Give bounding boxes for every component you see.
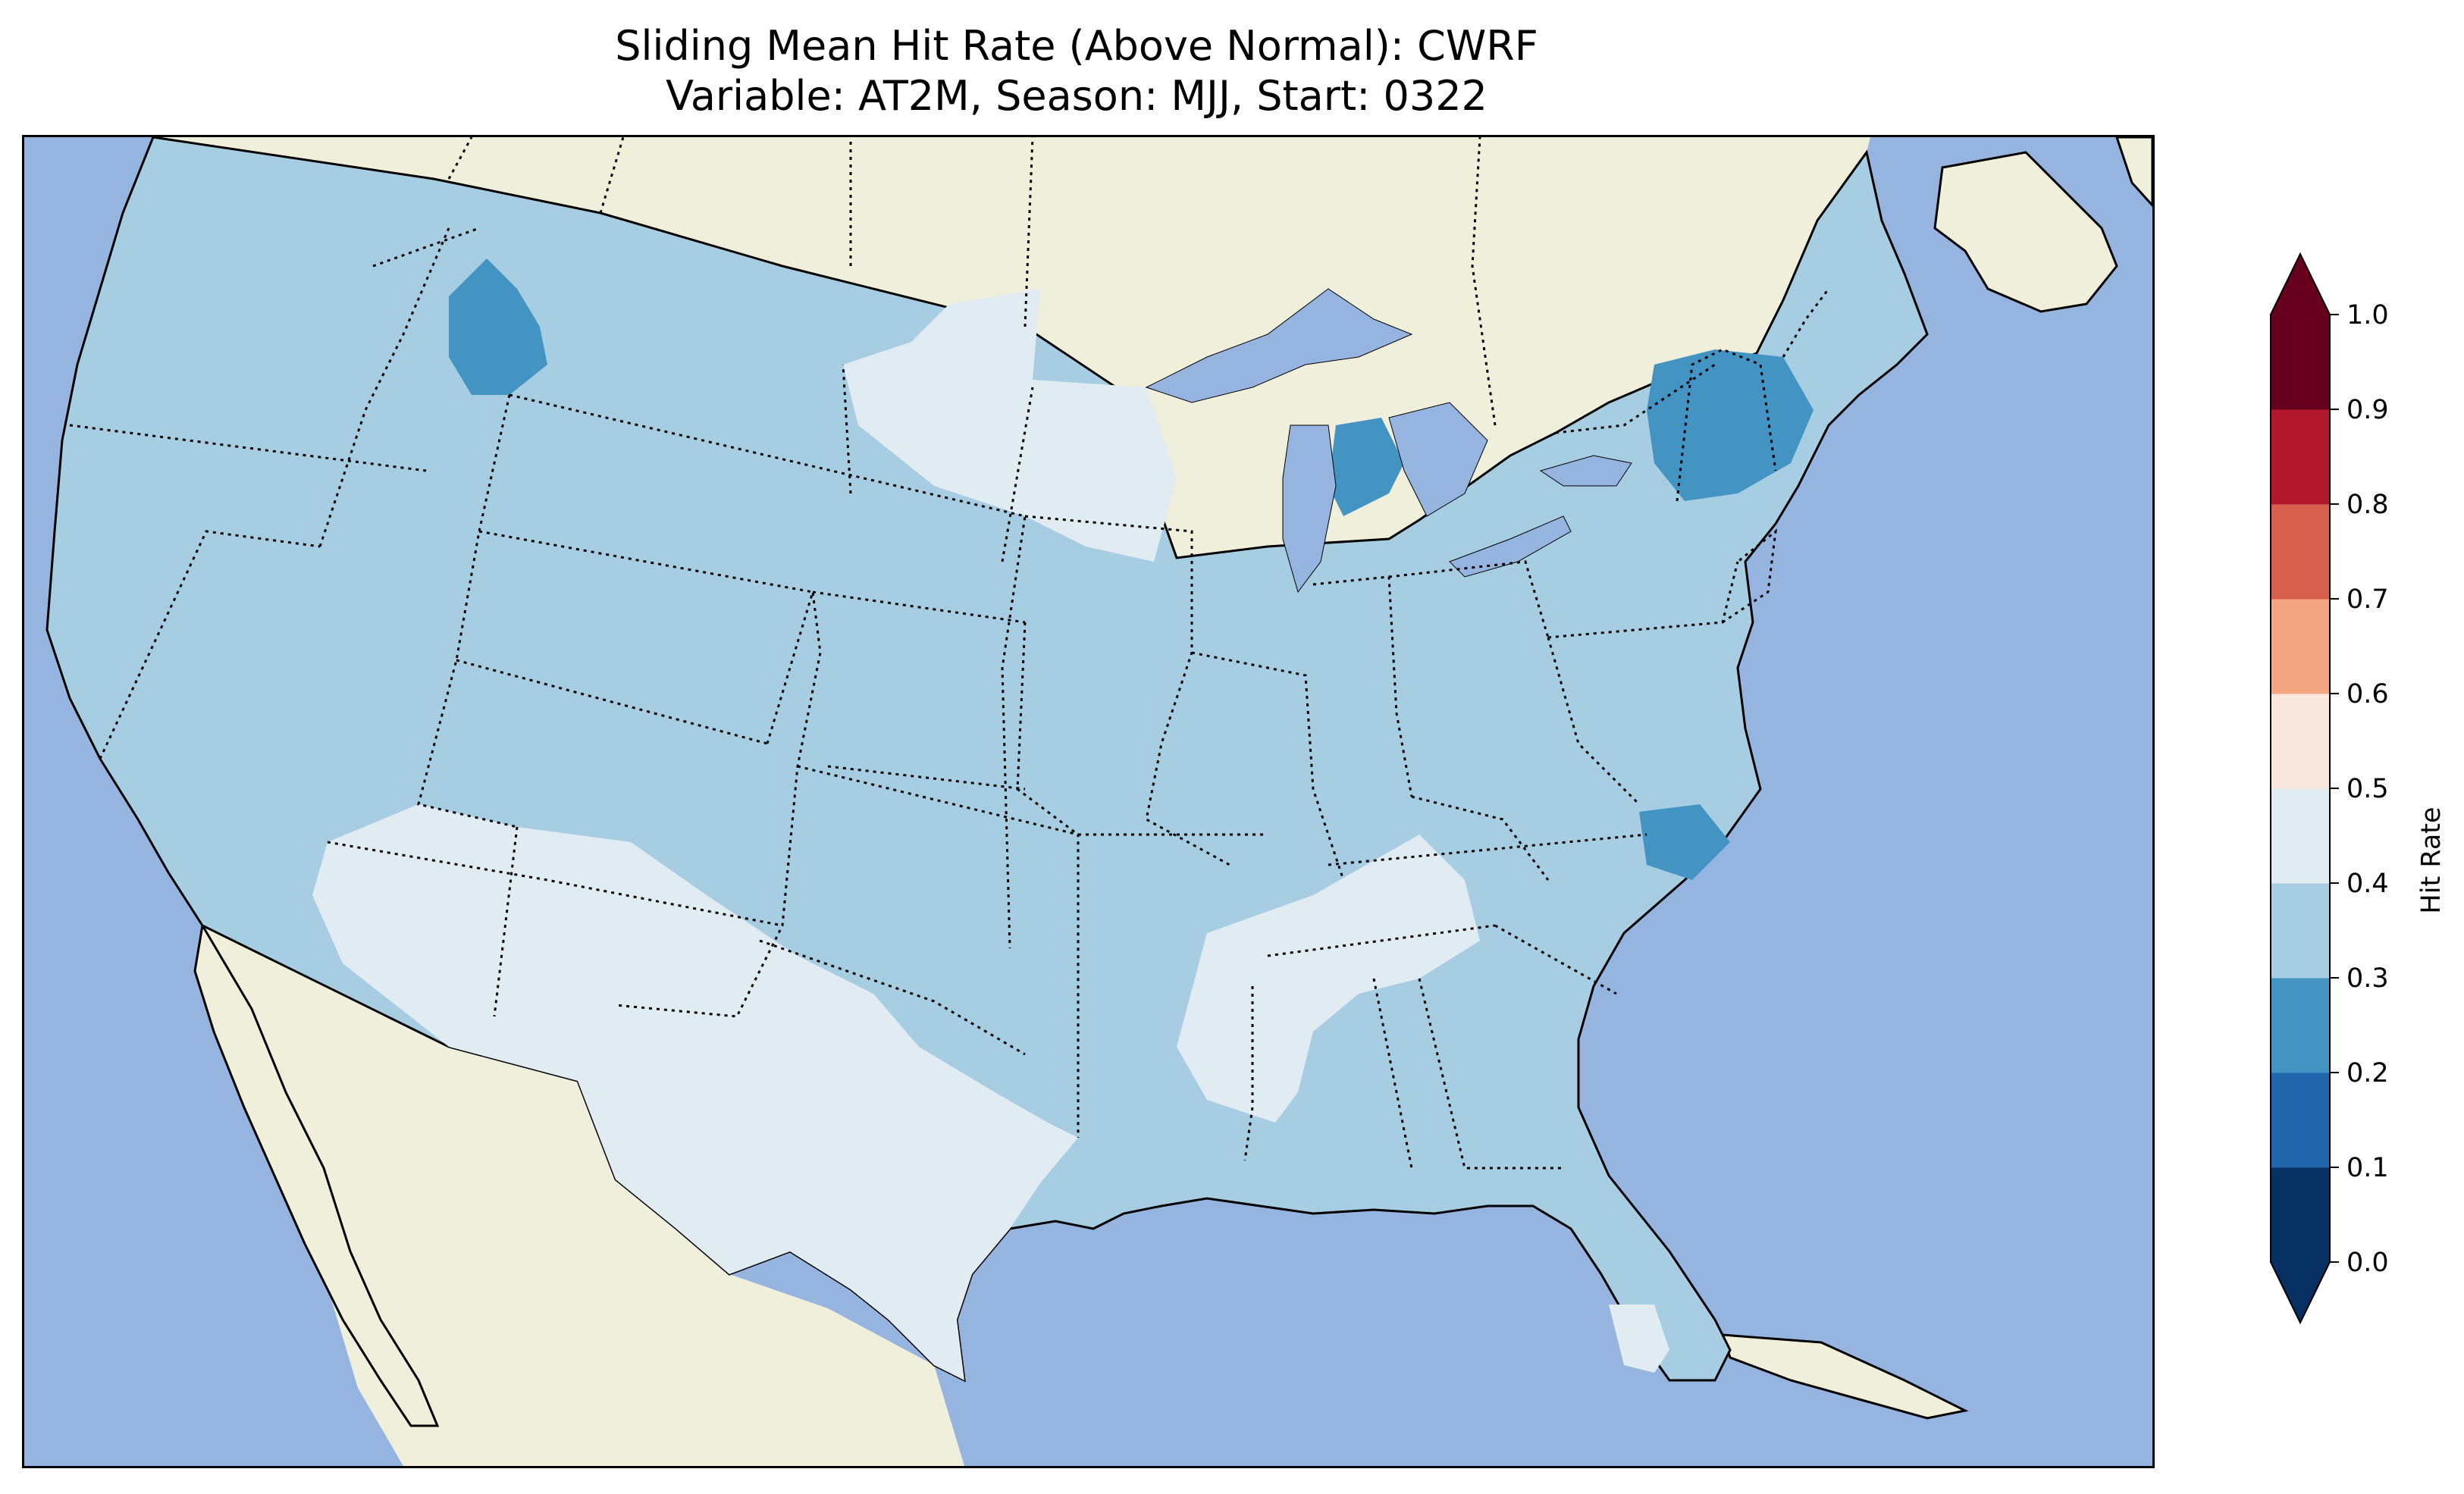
region-idaho	[449, 258, 547, 395]
maritime-land	[1933, 151, 2118, 313]
region-chesapeake	[1639, 804, 1730, 880]
colorbar-bin	[2271, 1073, 2330, 1168]
colorbar-bin	[2271, 315, 2330, 410]
colorbar-extend-max	[2271, 254, 2330, 315]
map-panel	[22, 135, 2155, 1468]
newfoundland-land	[2115, 137, 2152, 208]
lake-ontario	[1539, 455, 1632, 487]
region-upper-midwest	[843, 289, 1177, 562]
colorbar-tick-label: 0.3	[2346, 963, 2389, 994]
region-southwest	[312, 804, 1078, 1380]
colorbar-tick-label: 0.6	[2346, 679, 2389, 709]
colorbar-tick-label: 0.4	[2346, 869, 2389, 899]
region-new-york	[1647, 349, 1814, 501]
region-south-florida	[1609, 1305, 1669, 1373]
us-map-svg	[24, 137, 2152, 1466]
colorbar-tick-label: 0.0	[2346, 1248, 2389, 1278]
colorbar-ticks: 0.0 0.1 0.2 0.3 0.4 0.5 0.6 0.7 0.8 0.9 1.0	[2330, 300, 2389, 1278]
colorbar-tick-label: 0.7	[2346, 584, 2389, 615]
region-michigan	[1328, 418, 1404, 516]
colorbar-tick-label: 0.8	[2346, 490, 2389, 520]
colorbar-bin	[2271, 1167, 2330, 1263]
colorbar-bins	[2270, 252, 2331, 1325]
colorbar-tick-label: 0.9	[2346, 395, 2389, 425]
colorbar-bin	[2271, 694, 2330, 789]
colorbar-bin	[2271, 883, 2330, 979]
map-title: Sliding Mean Hit Rate (Above Normal): CW…	[0, 21, 2153, 121]
colorbar-tick-label: 0.1	[2346, 1153, 2389, 1183]
colorbar-tick-label: 0.5	[2346, 774, 2389, 804]
mexico-land	[202, 926, 964, 1466]
colorbar-bin	[2271, 788, 2330, 884]
region-tennessee-valley	[1177, 835, 1480, 1123]
title-line-2: Variable: AT2M, Season: MJJ, Start: 0322	[666, 72, 1487, 120]
colorbar-bin	[2271, 409, 2330, 505]
colorbar-bin	[2271, 504, 2330, 600]
lake-superior	[1145, 288, 1413, 403]
colorbar-extend-min	[2271, 1262, 2330, 1323]
colorbar: 0.0 0.1 0.2 0.3 0.4 0.5 0.6 0.7 0.8 0.9 1.0 Hit Ra…	[2270, 252, 2447, 1325]
state-borders	[69, 227, 1830, 1170]
colorbar-label: Hit Rate	[2416, 807, 2447, 913]
canada-borders	[447, 137, 1716, 434]
colorbar-bin	[2271, 599, 2330, 694]
colorbar-tick-label: 0.2	[2346, 1058, 2389, 1088]
colorbar-tick-label: 1.0	[2346, 300, 2389, 330]
colorbar-bin	[2271, 978, 2330, 1073]
title-line-1: Sliding Mean Hit Rate (Above Normal): CW…	[615, 22, 1538, 70]
cuba-land	[1720, 1333, 1969, 1420]
lake-huron	[1388, 402, 1488, 517]
baja-california-land	[193, 922, 440, 1427]
lake-michigan	[1282, 424, 1337, 594]
lake-erie	[1449, 515, 1572, 578]
